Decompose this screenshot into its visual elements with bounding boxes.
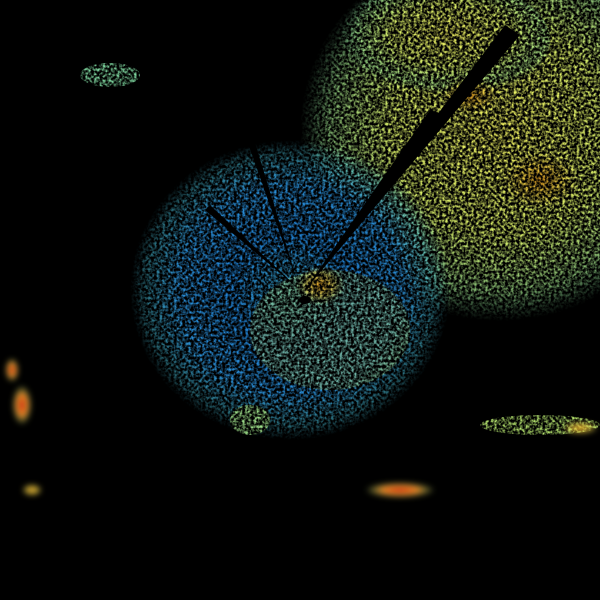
blockage-wedge	[245, 133, 300, 290]
blockage-wedge	[305, 25, 520, 290]
storm-cell	[12, 385, 32, 425]
echo	[80, 63, 140, 87]
blockage-wedge	[305, 165, 398, 290]
inner-green	[250, 270, 410, 390]
cells	[5, 358, 598, 498]
radar-center	[299, 296, 311, 304]
echo	[230, 405, 270, 435]
hot-cell	[295, 265, 345, 305]
storm-cell	[365, 482, 435, 498]
beam-blockages	[205, 25, 520, 304]
storm-cell	[5, 358, 19, 382]
storm-cell	[562, 422, 598, 434]
hot-cell	[500, 150, 580, 210]
blockage-wedge	[205, 205, 300, 290]
storm-cell	[22, 484, 42, 496]
yellow-field-top	[330, 0, 550, 100]
